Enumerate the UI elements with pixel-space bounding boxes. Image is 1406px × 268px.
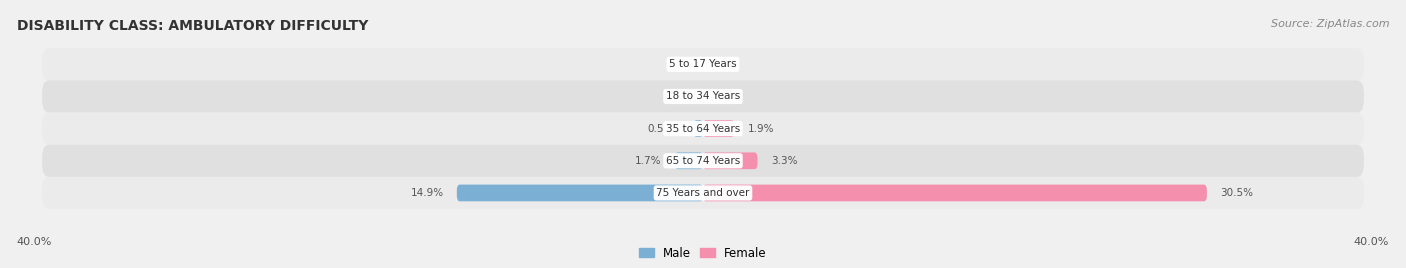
FancyBboxPatch shape [703, 120, 734, 137]
Text: 1.7%: 1.7% [636, 156, 662, 166]
FancyBboxPatch shape [693, 120, 703, 137]
FancyBboxPatch shape [675, 152, 703, 169]
Text: DISABILITY CLASS: AMBULATORY DIFFICULTY: DISABILITY CLASS: AMBULATORY DIFFICULTY [17, 19, 368, 33]
FancyBboxPatch shape [42, 177, 1364, 209]
Text: 35 to 64 Years: 35 to 64 Years [666, 124, 740, 134]
FancyBboxPatch shape [42, 145, 1364, 177]
Text: 0.0%: 0.0% [711, 59, 738, 69]
Text: Source: ZipAtlas.com: Source: ZipAtlas.com [1271, 19, 1389, 29]
FancyBboxPatch shape [42, 113, 1364, 145]
FancyBboxPatch shape [703, 152, 758, 169]
Legend: Male, Female: Male, Female [634, 242, 772, 264]
Text: 18 to 34 Years: 18 to 34 Years [666, 91, 740, 102]
FancyBboxPatch shape [703, 185, 1206, 201]
Text: 3.3%: 3.3% [770, 156, 797, 166]
Text: 14.9%: 14.9% [411, 188, 444, 198]
Text: 30.5%: 30.5% [1220, 188, 1253, 198]
Text: 75 Years and over: 75 Years and over [657, 188, 749, 198]
Text: 1.9%: 1.9% [748, 124, 775, 134]
FancyBboxPatch shape [42, 80, 1364, 113]
Text: 65 to 74 Years: 65 to 74 Years [666, 156, 740, 166]
FancyBboxPatch shape [42, 48, 1364, 80]
Text: 5 to 17 Years: 5 to 17 Years [669, 59, 737, 69]
Text: 40.0%: 40.0% [17, 237, 52, 247]
Text: 0.57%: 0.57% [647, 124, 681, 134]
Text: 0.0%: 0.0% [711, 91, 738, 102]
Text: 0.0%: 0.0% [668, 59, 695, 69]
FancyBboxPatch shape [457, 185, 703, 201]
Text: 0.0%: 0.0% [668, 91, 695, 102]
Text: 40.0%: 40.0% [1354, 237, 1389, 247]
